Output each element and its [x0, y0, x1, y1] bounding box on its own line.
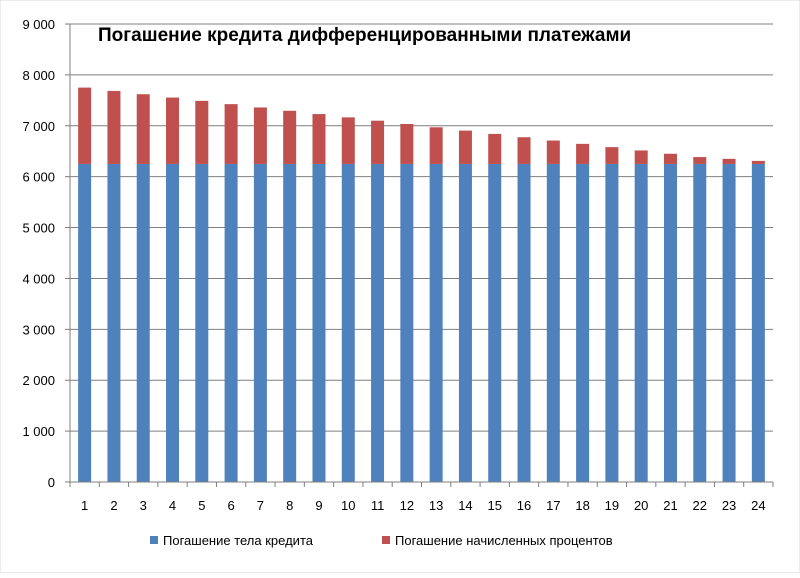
- bar-principal: [576, 163, 590, 482]
- legend-label: Погашение начисленных процентов: [395, 533, 613, 548]
- bar-principal: [429, 163, 443, 482]
- bar-interest: [517, 137, 531, 164]
- y-tick-label: 1 000: [22, 424, 55, 439]
- bar-interest: [107, 90, 121, 164]
- x-tick-label: 12: [400, 498, 414, 513]
- bar-interest: [546, 140, 560, 164]
- y-tick-label: 7 000: [22, 119, 55, 134]
- bar-principal: [488, 163, 502, 482]
- bar-principal: [663, 163, 677, 482]
- x-tick-label: 14: [458, 498, 472, 513]
- x-tick-label: 11: [371, 498, 385, 513]
- x-tick-label: 5: [198, 498, 205, 513]
- bar-interest: [663, 153, 677, 164]
- bar-principal: [517, 163, 531, 482]
- legend-label: Погашение тела кредита: [163, 533, 314, 548]
- bar-principal: [224, 163, 238, 482]
- x-tick-label: 18: [575, 498, 589, 513]
- bar-interest: [195, 100, 209, 164]
- bar-principal: [458, 163, 472, 482]
- x-tick-label: 20: [634, 498, 648, 513]
- y-tick-label: 0: [48, 475, 55, 490]
- x-tick-label: 22: [693, 498, 707, 513]
- bar-principal: [312, 163, 326, 482]
- x-tick-label: 7: [257, 498, 264, 513]
- bar-interest: [371, 120, 385, 164]
- x-tick-label: 6: [227, 498, 234, 513]
- y-tick-label: 8 000: [22, 68, 55, 83]
- x-tick-label: 3: [140, 498, 147, 513]
- bar-interest: [400, 123, 414, 164]
- bar-principal: [136, 163, 150, 482]
- bar-principal: [546, 163, 560, 482]
- bars: [78, 87, 765, 482]
- axes: 0 1 000 2 000 3 000 4 000 5 000 6 000 7 000 8 00…: [22, 17, 774, 513]
- x-tick-label: 13: [429, 498, 443, 513]
- bar-interest: [136, 94, 150, 164]
- x-tick-label: 23: [722, 498, 736, 513]
- x-tick-label: 21: [663, 498, 677, 513]
- y-tick-label: 5 000: [22, 221, 55, 236]
- x-tick-label: 24: [751, 498, 765, 513]
- bar-interest: [312, 114, 326, 164]
- bar-principal: [253, 163, 267, 482]
- bar-principal: [751, 163, 765, 482]
- x-tick-label: 15: [487, 498, 501, 513]
- x-tick-label: 19: [605, 498, 619, 513]
- x-tick-label: 2: [110, 498, 117, 513]
- y-tick-label: 3 000: [22, 322, 55, 337]
- bar-principal: [341, 163, 355, 482]
- x-tick-label: 1: [81, 498, 88, 513]
- bar-interest: [429, 127, 443, 164]
- bar-interest: [224, 104, 238, 164]
- legend-swatch: [382, 536, 390, 544]
- bar-principal: [78, 163, 92, 482]
- bar-interest: [488, 133, 502, 164]
- y-tick-label: 6 000: [22, 170, 55, 185]
- legend-swatch: [150, 536, 158, 544]
- bar-principal: [634, 163, 648, 482]
- bar-interest: [576, 143, 590, 164]
- bar-interest: [722, 158, 736, 164]
- bar-interest: [166, 97, 180, 164]
- gridlines: [70, 23, 773, 432]
- bar-principal: [722, 163, 736, 482]
- bar-interest: [751, 160, 765, 164]
- bar-interest: [78, 87, 92, 164]
- bar-principal: [166, 163, 180, 482]
- bar-principal: [371, 163, 385, 482]
- x-tick-label: 8: [286, 498, 293, 513]
- bar-principal: [605, 163, 619, 482]
- x-tick-label: 9: [315, 498, 322, 513]
- bar-principal: [400, 163, 414, 482]
- bar-interest: [341, 117, 355, 164]
- bar-interest: [605, 147, 619, 164]
- bar-interest: [253, 107, 267, 164]
- x-tick-label: 4: [169, 498, 176, 513]
- bar-principal: [693, 163, 707, 482]
- bar-interest: [634, 150, 648, 164]
- bar-interest: [283, 110, 297, 164]
- bar-interest: [458, 130, 472, 164]
- bar-interest: [693, 157, 707, 164]
- y-tick-label: 4 000: [22, 271, 55, 286]
- legend: Погашение тела кредита Погашение начислен…: [150, 533, 613, 548]
- x-tick-label: 10: [341, 498, 355, 513]
- bar-principal: [283, 163, 297, 482]
- chart-title: Погашение кредита дифференцированными пл…: [98, 25, 631, 46]
- y-tick-label: 9 000: [22, 17, 55, 32]
- x-tick-label: 17: [546, 498, 560, 513]
- y-tick-label: 2 000: [22, 373, 55, 388]
- bar-principal: [195, 163, 209, 482]
- x-tick-label: 16: [517, 498, 531, 513]
- bar-principal: [107, 163, 121, 482]
